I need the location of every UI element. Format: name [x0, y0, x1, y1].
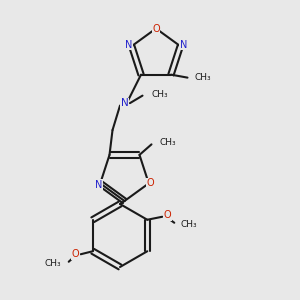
- Text: O: O: [72, 249, 79, 259]
- Text: N: N: [121, 98, 128, 108]
- Text: CH₃: CH₃: [181, 220, 197, 229]
- Text: N: N: [125, 40, 132, 50]
- Text: N: N: [95, 180, 102, 190]
- Text: O: O: [164, 210, 171, 220]
- Text: O: O: [146, 178, 154, 188]
- Text: CH₃: CH₃: [152, 90, 168, 99]
- Text: CH₃: CH₃: [45, 259, 61, 268]
- Text: O: O: [152, 23, 160, 34]
- Text: CH₃: CH₃: [160, 138, 176, 147]
- Text: N: N: [180, 40, 187, 50]
- Text: CH₃: CH₃: [195, 73, 211, 82]
